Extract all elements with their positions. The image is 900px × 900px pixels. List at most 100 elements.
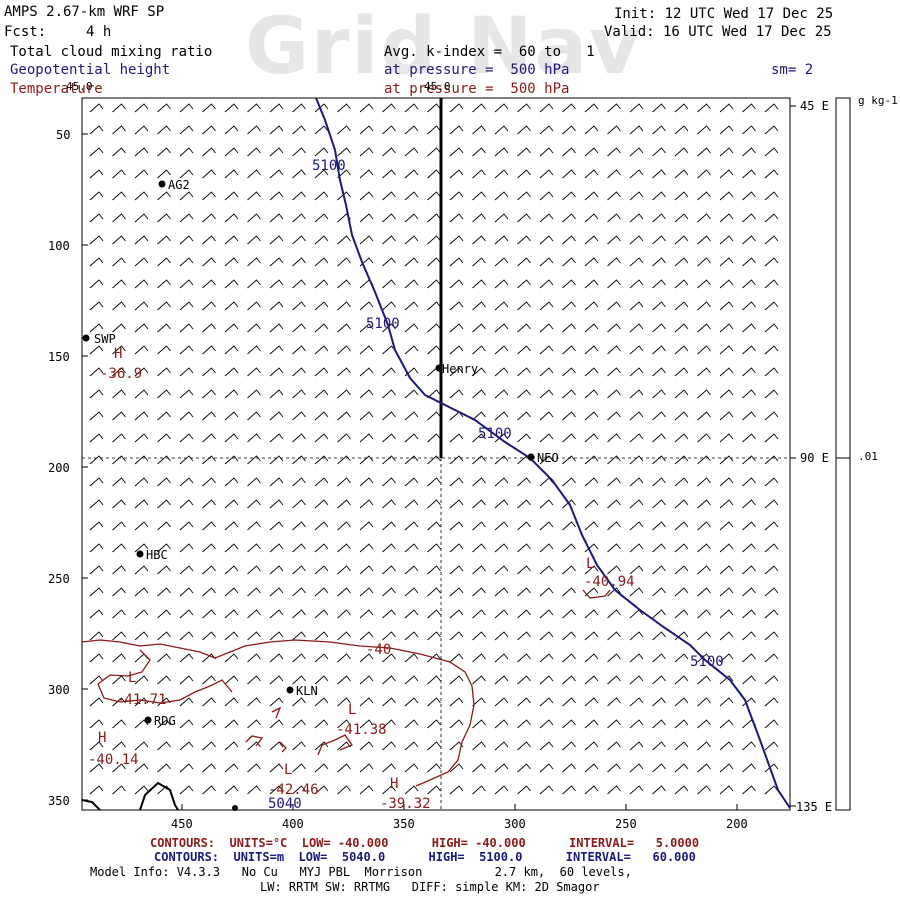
wind-barb xyxy=(134,521,149,531)
wind-barb xyxy=(494,191,509,201)
wind-barb xyxy=(584,147,599,157)
wind-barb xyxy=(224,257,239,267)
wind-barb xyxy=(359,697,374,707)
wind-barb xyxy=(674,235,689,245)
wind-barb xyxy=(449,389,464,399)
wind-barb xyxy=(314,257,329,267)
wind-barb xyxy=(629,499,644,509)
wind-barb xyxy=(179,499,194,509)
wind-barb xyxy=(382,521,396,531)
wind-barb xyxy=(112,543,126,553)
wind-barb xyxy=(247,609,261,619)
wind-barb xyxy=(629,587,644,597)
wind-barb xyxy=(179,147,194,157)
wind-barb xyxy=(314,697,329,707)
wind-barb xyxy=(562,169,576,179)
wind-barb xyxy=(404,697,419,707)
wind-barb xyxy=(179,257,194,267)
wind-barb xyxy=(629,521,644,531)
wind-barb xyxy=(314,301,329,311)
wind-barb xyxy=(427,411,441,421)
wind-barb xyxy=(764,103,779,113)
wind-barb xyxy=(449,367,464,377)
wind-barb xyxy=(629,279,644,289)
wind-barb xyxy=(449,521,464,531)
wind-barb xyxy=(674,785,689,795)
wind-barb xyxy=(764,323,779,333)
wind-barb xyxy=(314,565,329,575)
wind-barb xyxy=(269,367,284,377)
height-label-5040: 5040 xyxy=(268,796,302,812)
wind-barb xyxy=(562,411,576,421)
wind-barb xyxy=(134,169,149,179)
wind-barb xyxy=(292,367,306,377)
wind-barb xyxy=(269,389,284,399)
wind-barb xyxy=(652,367,666,377)
temp-contour-low-ring xyxy=(582,589,611,599)
wind-barb xyxy=(314,169,329,179)
wind-barb xyxy=(269,125,284,135)
wind-barb xyxy=(157,125,171,135)
wind-barb xyxy=(247,279,261,289)
wind-barb xyxy=(112,609,126,619)
wind-barb xyxy=(134,235,149,245)
wind-barb xyxy=(224,125,239,135)
wind-barb xyxy=(404,125,419,135)
station-markers xyxy=(82,180,535,811)
wind-barb xyxy=(314,477,329,487)
wind-barb xyxy=(292,719,306,729)
wind-barb xyxy=(202,257,216,267)
wind-barb xyxy=(652,433,666,443)
wind-barb xyxy=(112,301,126,311)
wind-barb xyxy=(134,477,149,487)
wind-barb xyxy=(224,653,239,663)
wind-barb xyxy=(517,631,531,641)
wind-barb xyxy=(89,499,104,509)
height-contour-5100 xyxy=(315,97,791,809)
wind-barb xyxy=(202,235,216,245)
wind-barb xyxy=(674,543,689,553)
wind-barb xyxy=(404,411,419,421)
wind-barb xyxy=(517,125,531,135)
wind-barb xyxy=(562,389,576,399)
wind-barb xyxy=(742,587,756,597)
wind-barb xyxy=(742,147,756,157)
wind-barb xyxy=(607,455,621,465)
wind-barb xyxy=(697,389,711,399)
wind-barb xyxy=(179,125,194,135)
wind-barb xyxy=(427,785,441,795)
wind-barb xyxy=(742,389,756,399)
y-tick-150: 150 xyxy=(48,350,70,364)
wind-barb xyxy=(134,257,149,267)
wind-barb xyxy=(359,301,374,311)
wind-barb xyxy=(562,543,576,553)
wind-barb xyxy=(247,543,261,553)
wind-barb xyxy=(607,257,621,267)
wind-barb xyxy=(719,631,734,641)
wind-barb xyxy=(89,477,104,487)
wind-barb xyxy=(742,785,756,795)
wind-barb xyxy=(494,609,509,619)
terrain-contour-2 xyxy=(81,799,101,811)
wind-barb xyxy=(629,653,644,663)
wind-barb xyxy=(719,389,734,399)
wind-barb xyxy=(112,477,126,487)
wind-barb xyxy=(494,235,509,245)
height-label-2: 5100 xyxy=(366,316,400,332)
wind-barb xyxy=(607,367,621,377)
temp-label-minus40: -40 xyxy=(366,642,392,658)
wind-barb xyxy=(742,763,756,773)
wind-barb xyxy=(427,719,441,729)
wind-barb xyxy=(337,521,351,531)
station-label-hbc: HBC xyxy=(146,548,168,562)
wind-barb xyxy=(314,653,329,663)
wind-barb xyxy=(652,543,666,553)
wind-barb xyxy=(494,125,509,135)
wind-barb xyxy=(112,587,126,597)
wind-barb xyxy=(247,565,261,575)
wind-barb xyxy=(607,235,621,245)
wind-barb xyxy=(269,455,284,465)
wind-barb xyxy=(629,213,644,223)
wind-barb xyxy=(742,103,756,113)
